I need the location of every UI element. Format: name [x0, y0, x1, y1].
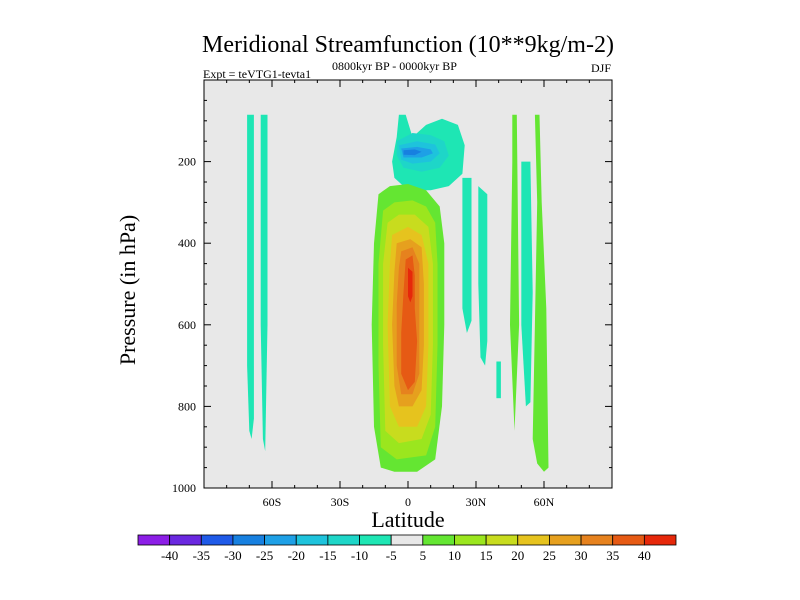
colorbar-swatch — [232, 534, 265, 546]
y-tick-label: 400 — [178, 236, 196, 250]
y-tick-label: 1000 — [172, 481, 196, 495]
colorbar-label: 5 — [420, 548, 427, 563]
colorbar-swatch — [612, 534, 645, 546]
y-tick-label: 800 — [178, 399, 196, 413]
tick-layer: 60S 30S 0 30N 60N 200 400 600 800 1000 — [172, 80, 612, 509]
contour-region-0 — [247, 114, 254, 439]
colorbar-label: -5 — [386, 548, 397, 563]
colorbar-swatch — [454, 534, 487, 546]
colorbar-label: -20 — [288, 548, 305, 563]
x-tick-label: 30S — [331, 495, 350, 509]
colorbar-swatch — [295, 534, 329, 546]
contour-region-19 — [401, 255, 418, 391]
colorbar-label: 10 — [448, 548, 461, 563]
colorbar-swatch — [137, 534, 171, 546]
colorbar-label: -35 — [193, 548, 210, 563]
colorbar-swatch — [517, 534, 550, 546]
contour-region-7 — [462, 177, 472, 333]
x-tick-label: 0 — [405, 495, 411, 509]
y-tick-label: 200 — [178, 155, 196, 169]
colorbar-swatch — [359, 534, 392, 546]
y-axis-label: Pressure (in hPa) — [115, 215, 140, 365]
colorbar-swatch — [169, 534, 202, 546]
colorbar-label: 35 — [606, 548, 619, 563]
colorbar-label: -40 — [161, 548, 178, 563]
contour-region-20 — [408, 267, 413, 303]
colorbar-label: -15 — [319, 548, 336, 563]
contour-region-11 — [510, 114, 520, 431]
colorbar-swatch — [549, 534, 582, 546]
y-tick-label: 600 — [178, 318, 196, 332]
x-tick-label: 30N — [466, 495, 487, 509]
colorbar-label: 25 — [543, 548, 556, 563]
contour-region-12 — [532, 114, 549, 472]
center-label: 0800kyr BP - 0000kyr BP — [332, 59, 457, 73]
colorbar-swatch — [580, 534, 614, 546]
contour-region-8 — [478, 186, 488, 366]
colorbar-label: -25 — [256, 548, 273, 563]
contour-region-1 — [260, 114, 268, 452]
colorbar-label: 20 — [511, 548, 524, 563]
left-label: Expt = teVTG1-tevta1 — [203, 67, 311, 81]
colorbar-swatch — [643, 534, 677, 546]
x-tick-label: 60N — [534, 495, 555, 509]
colorbar-swatch — [264, 534, 297, 546]
contour-layer — [247, 114, 549, 472]
contour-region-9 — [496, 361, 501, 399]
right-label: DJF — [591, 61, 611, 75]
colorbar-swatch — [327, 534, 360, 546]
chart-title: Meridional Streamfunction (10**9kg/m-2) — [202, 32, 614, 58]
colorbar-label: 30 — [575, 548, 588, 563]
x-axis-label: Latitude — [371, 507, 444, 532]
contour-region-10 — [521, 161, 533, 407]
colorbar-swatch — [485, 534, 519, 546]
contour-region-6 — [403, 149, 422, 156]
colorbar: -40 -35 -30 -25 -20 -15 -10 -5 5 10 15 20 25 30 35 40 — [137, 534, 677, 563]
colorbar-label: 40 — [638, 548, 651, 563]
colorbar-swatch — [422, 534, 455, 546]
colorbar-label: -30 — [224, 548, 241, 563]
colorbar-label: 15 — [480, 548, 493, 563]
colorbar-swatch — [390, 534, 424, 546]
colorbar-label: -10 — [351, 548, 368, 563]
colorbar-swatch — [200, 534, 234, 546]
x-tick-label: 60S — [263, 495, 282, 509]
